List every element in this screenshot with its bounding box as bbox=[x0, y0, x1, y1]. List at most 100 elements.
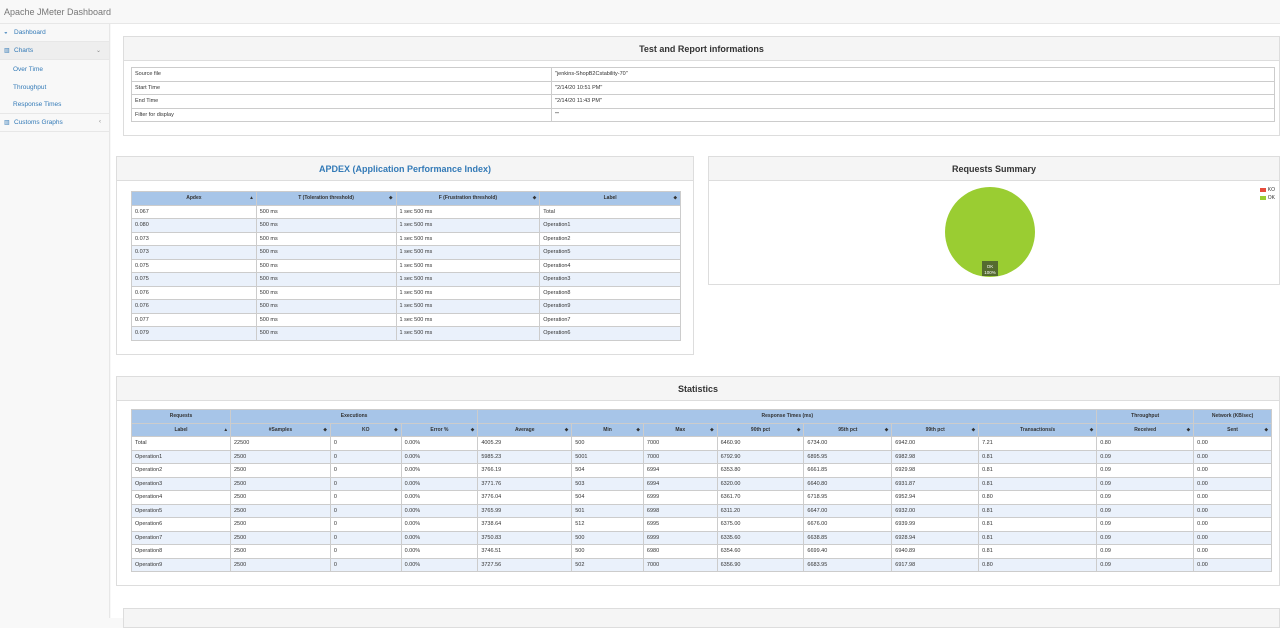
column-header-label: #Samples bbox=[268, 426, 293, 433]
table-row: Total 22500 0 0.00% 4005.29 500 7000 6460.90 673… bbox=[131, 436, 1272, 451]
table-cell: 0.80 bbox=[978, 490, 1098, 505]
table-cell: 0.00 bbox=[1193, 530, 1272, 545]
table-cell: 2500 bbox=[229, 476, 331, 491]
table-cell: 0.075 bbox=[131, 258, 257, 273]
sidebar-item-label: Dashboard bbox=[14, 29, 46, 36]
table-cell: 0.09 bbox=[1096, 503, 1195, 518]
table-cell: 500 bbox=[571, 544, 644, 559]
column-header-label: Label bbox=[603, 195, 617, 202]
sidebar-item-response-times[interactable]: Response Times bbox=[0, 96, 109, 114]
statistics-column-header[interactable]: 95th pct ⬥ bbox=[803, 422, 893, 437]
sidebar-item-customs-graphs[interactable]: ▥ Customs Graphs ‹ bbox=[0, 114, 109, 132]
table-cell: Total bbox=[539, 204, 681, 219]
table-cell: 6942.00 bbox=[891, 436, 980, 451]
table-cell: 22500 bbox=[229, 436, 331, 451]
table-cell: 0 bbox=[329, 544, 402, 559]
table-cell: 3727.56 bbox=[477, 557, 573, 572]
column-group-header: Executions bbox=[229, 409, 479, 424]
table-cell: 0.09 bbox=[1096, 463, 1195, 478]
column-header-label: Average bbox=[514, 426, 535, 433]
legend-item-ok[interactable]: OK bbox=[1259, 195, 1275, 201]
sidebar-item-throughput[interactable]: Throughput bbox=[0, 78, 109, 96]
table-cell: 6792.90 bbox=[716, 449, 805, 464]
statistics-column-header[interactable]: Sent ⬥ bbox=[1193, 422, 1272, 437]
table-cell: 0.80 bbox=[1096, 436, 1195, 451]
legend-item-ko[interactable]: KO bbox=[1259, 187, 1275, 193]
info-key: Filter for display bbox=[131, 107, 552, 122]
statistics-column-header[interactable]: #Samples ⬥ bbox=[229, 422, 331, 437]
chevron-down-icon: ⌄ bbox=[95, 48, 101, 54]
table-cell: Operation8 bbox=[131, 544, 231, 559]
table-cell: 0.067 bbox=[131, 204, 257, 219]
table-cell: 0 bbox=[329, 436, 402, 451]
table-cell: 0 bbox=[329, 449, 402, 464]
apdex-column-header[interactable]: T (Toleration threshold) ⬥ bbox=[255, 191, 397, 206]
statistics-column-header[interactable]: Received ⬥ bbox=[1096, 422, 1195, 437]
statistics-column-header[interactable]: Min ⬥ bbox=[571, 422, 644, 437]
statistics-column-header[interactable]: Error % ⬥ bbox=[400, 422, 479, 437]
table-cell: 3776.04 bbox=[477, 490, 573, 505]
table-cell: 0.077 bbox=[131, 312, 257, 327]
statistics-column-header[interactable]: 99th pct ⬥ bbox=[891, 422, 980, 437]
statistics-column-header[interactable]: Label ▴ bbox=[131, 422, 231, 437]
table-cell: 0.00% bbox=[400, 544, 479, 559]
info-row: End Time "2/14/20 11:43 PM" bbox=[131, 94, 1275, 109]
table-cell: Operation9 bbox=[131, 557, 231, 572]
table-cell: 500 ms bbox=[255, 272, 397, 287]
table-cell: 6998 bbox=[642, 503, 718, 518]
table-cell: 0.09 bbox=[1096, 449, 1195, 464]
table-cell: 6311.20 bbox=[716, 503, 805, 518]
sidebar-item-charts[interactable]: ▥ Charts ⌄ bbox=[0, 42, 109, 60]
table-cell: 0.00 bbox=[1193, 517, 1272, 532]
table-cell: 6994 bbox=[642, 463, 718, 478]
apdex-column-header[interactable]: Label ⬥ bbox=[539, 191, 681, 206]
column-header-label: 95th pct bbox=[838, 426, 858, 433]
requests-summary-panel: Requests Summary OK 100% KO OK bbox=[708, 156, 1280, 285]
table-cell: 6939.99 bbox=[891, 517, 980, 532]
info-row: Start Time "2/14/20 10:51 PM" bbox=[131, 80, 1275, 95]
sidebar-item-dashboard[interactable]: ◒ Dashboard bbox=[0, 24, 109, 42]
table-cell: Operation2 bbox=[539, 231, 681, 246]
sidebar-item-over-time[interactable]: Over Time bbox=[0, 60, 109, 78]
table-cell: 0.00 bbox=[1193, 557, 1272, 572]
table-cell: 0.09 bbox=[1096, 530, 1195, 545]
table-cell: 6980 bbox=[642, 544, 718, 559]
table-cell: 3771.76 bbox=[477, 476, 573, 491]
info-key: Source file bbox=[131, 67, 552, 82]
table-cell: 0.00% bbox=[400, 557, 479, 572]
column-group-header: Response Times (ms) bbox=[477, 409, 1098, 424]
table-cell: 6895.95 bbox=[803, 449, 893, 464]
table-cell: 5001 bbox=[571, 449, 644, 464]
app-title[interactable]: Apache JMeter Dashboard bbox=[4, 7, 112, 17]
statistics-column-header[interactable]: Transactions/s ⬥ bbox=[978, 422, 1098, 437]
table-cell: 0.00 bbox=[1193, 544, 1272, 559]
table-cell: 0.00 bbox=[1193, 449, 1272, 464]
table-cell: 0 bbox=[329, 517, 402, 532]
table-cell: Total bbox=[131, 436, 231, 451]
statistics-column-header[interactable]: Average ⬥ bbox=[477, 422, 573, 437]
table-cell: Operation9 bbox=[539, 299, 681, 314]
table-cell: 0.00 bbox=[1193, 463, 1272, 478]
statistics-column-header[interactable]: 90th pct ⬥ bbox=[716, 422, 805, 437]
table-cell: 0 bbox=[329, 557, 402, 572]
column-header-label: T (Toleration threshold) bbox=[298, 195, 354, 202]
table-cell: 500 ms bbox=[255, 218, 397, 233]
table-cell: 0.00 bbox=[1193, 503, 1272, 518]
pie-slice-ok[interactable] bbox=[945, 187, 1035, 277]
table-cell: 500 ms bbox=[255, 245, 397, 260]
table-cell: 6718.95 bbox=[803, 490, 893, 505]
next-panel bbox=[123, 608, 1280, 628]
sort-icon: ⬥ bbox=[1089, 426, 1094, 433]
column-header-label: 90th pct bbox=[750, 426, 771, 433]
table-cell: 6356.90 bbox=[716, 557, 805, 572]
table-cell: 6699.40 bbox=[803, 544, 893, 559]
apdex-column-header[interactable]: Apdex ▴ bbox=[131, 191, 257, 206]
table-cell: 0.81 bbox=[978, 449, 1098, 464]
apdex-column-header[interactable]: F (Frustration threshold) ⬥ bbox=[395, 191, 541, 206]
table-cell: 2500 bbox=[229, 544, 331, 559]
table-cell: 7000 bbox=[642, 557, 718, 572]
statistics-column-header[interactable]: Max ⬥ bbox=[642, 422, 718, 437]
legend-swatch-ok bbox=[1259, 196, 1266, 200]
table-row: 0.080 500 ms 1 sec 500 ms Operation1 bbox=[131, 218, 681, 233]
statistics-column-header[interactable]: KO ⬥ bbox=[329, 422, 402, 437]
